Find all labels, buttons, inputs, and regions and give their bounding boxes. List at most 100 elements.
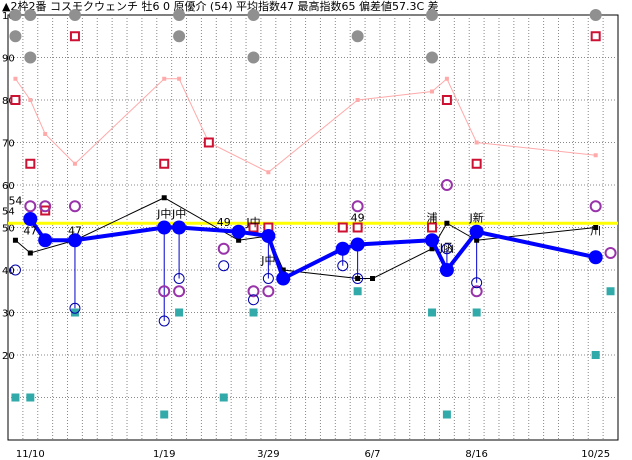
red-square bbox=[441, 95, 452, 105]
blue-point bbox=[67, 233, 82, 248]
gray-circle bbox=[24, 9, 37, 21]
teal-square bbox=[11, 393, 20, 402]
purple-circle bbox=[247, 285, 260, 298]
gray-circle bbox=[24, 51, 37, 64]
red-square bbox=[10, 95, 21, 105]
teal-square bbox=[160, 410, 169, 419]
x-tick-label: 3/29 bbox=[257, 449, 279, 460]
y-tick-label: 90 bbox=[2, 54, 15, 65]
point-label: J中 bbox=[156, 207, 171, 220]
blue-circle bbox=[471, 277, 483, 289]
blue-circle bbox=[69, 302, 81, 314]
red-square bbox=[69, 31, 80, 42]
pink-point bbox=[444, 76, 449, 81]
blue-circle bbox=[441, 243, 453, 255]
blue-circle bbox=[218, 260, 230, 272]
pink-point bbox=[593, 153, 598, 158]
point-label: J中 bbox=[171, 207, 186, 220]
teal-square bbox=[606, 287, 615, 296]
x-tick-label: 11/10 bbox=[16, 449, 45, 460]
purple-circle bbox=[589, 200, 602, 213]
blue-circle bbox=[9, 264, 21, 276]
purple-circle bbox=[39, 200, 52, 213]
point-label: J中 bbox=[260, 254, 275, 267]
pink-point bbox=[177, 76, 182, 81]
pink-point bbox=[162, 76, 167, 81]
red-square bbox=[427, 222, 438, 233]
teal-square bbox=[353, 287, 362, 296]
blue-point bbox=[38, 233, 53, 248]
x-tick-label: 8/16 bbox=[465, 449, 487, 460]
blue-point bbox=[261, 229, 276, 243]
point-label: 47 bbox=[68, 224, 82, 237]
blue-point bbox=[425, 233, 440, 248]
black-point bbox=[429, 246, 435, 252]
gray-circle bbox=[9, 30, 22, 43]
gray-circle bbox=[247, 51, 260, 64]
pink-point bbox=[355, 98, 360, 102]
teal-square bbox=[70, 308, 79, 317]
blue-point bbox=[439, 263, 454, 277]
blue-point bbox=[350, 237, 365, 252]
pink-point bbox=[28, 98, 33, 102]
point-label: 川 bbox=[590, 224, 601, 237]
point-label: 浦 bbox=[427, 212, 438, 225]
blue-circle bbox=[247, 294, 259, 306]
red-square bbox=[471, 158, 482, 169]
purple-circle bbox=[604, 247, 617, 259]
point-label: 47 bbox=[23, 224, 37, 237]
gray-circle bbox=[173, 30, 186, 43]
purple-circle bbox=[470, 285, 483, 298]
black-point bbox=[236, 237, 242, 243]
y-tick-label: 54 bbox=[2, 207, 15, 218]
black-point bbox=[355, 276, 361, 281]
gray-circle bbox=[173, 9, 186, 21]
pink-point bbox=[13, 76, 18, 81]
purple-circle bbox=[158, 285, 171, 298]
blue-point bbox=[231, 224, 246, 239]
gray-circle bbox=[351, 30, 364, 43]
pink-point bbox=[430, 89, 435, 94]
red-square bbox=[590, 31, 601, 42]
blue-circle bbox=[352, 273, 364, 284]
purple-circle bbox=[440, 179, 453, 191]
point-label: J函 bbox=[439, 241, 454, 254]
blue-point bbox=[157, 220, 172, 235]
blue-point bbox=[469, 224, 484, 239]
blue-point bbox=[23, 212, 38, 226]
point-label: J新 bbox=[469, 211, 484, 225]
purple-circle bbox=[351, 200, 364, 213]
teal-square bbox=[591, 351, 600, 359]
red-square bbox=[203, 137, 214, 148]
teal-square bbox=[175, 308, 184, 317]
red-square bbox=[352, 222, 363, 233]
black-point bbox=[370, 276, 376, 281]
point-label: 49 bbox=[351, 212, 365, 225]
black-point bbox=[161, 195, 167, 201]
black-point bbox=[280, 267, 286, 273]
teal-square bbox=[219, 393, 228, 402]
pink-point bbox=[474, 140, 479, 145]
y-tick-label: 60 bbox=[2, 181, 15, 192]
blue-circle bbox=[158, 315, 170, 327]
x-tick-label: 10/25 bbox=[581, 449, 610, 460]
red-square bbox=[25, 158, 36, 169]
gray-circle bbox=[426, 51, 439, 64]
pink-point bbox=[72, 161, 77, 166]
x-tick-label: 1/19 bbox=[153, 449, 175, 460]
pink-point bbox=[43, 132, 48, 136]
x-tick-label: 6/7 bbox=[364, 449, 380, 460]
purple-circle bbox=[173, 285, 186, 298]
pink-point bbox=[266, 170, 271, 175]
y-tick-label: 40 bbox=[2, 266, 15, 277]
gray-circle bbox=[68, 9, 81, 21]
blue-point bbox=[276, 271, 291, 286]
point-label: 54 bbox=[8, 195, 22, 208]
blue-point bbox=[588, 250, 603, 265]
teal-square bbox=[428, 308, 437, 317]
red-square bbox=[248, 222, 259, 233]
gray-circle bbox=[247, 9, 260, 21]
teal-square bbox=[26, 393, 35, 402]
black-point bbox=[593, 225, 599, 230]
